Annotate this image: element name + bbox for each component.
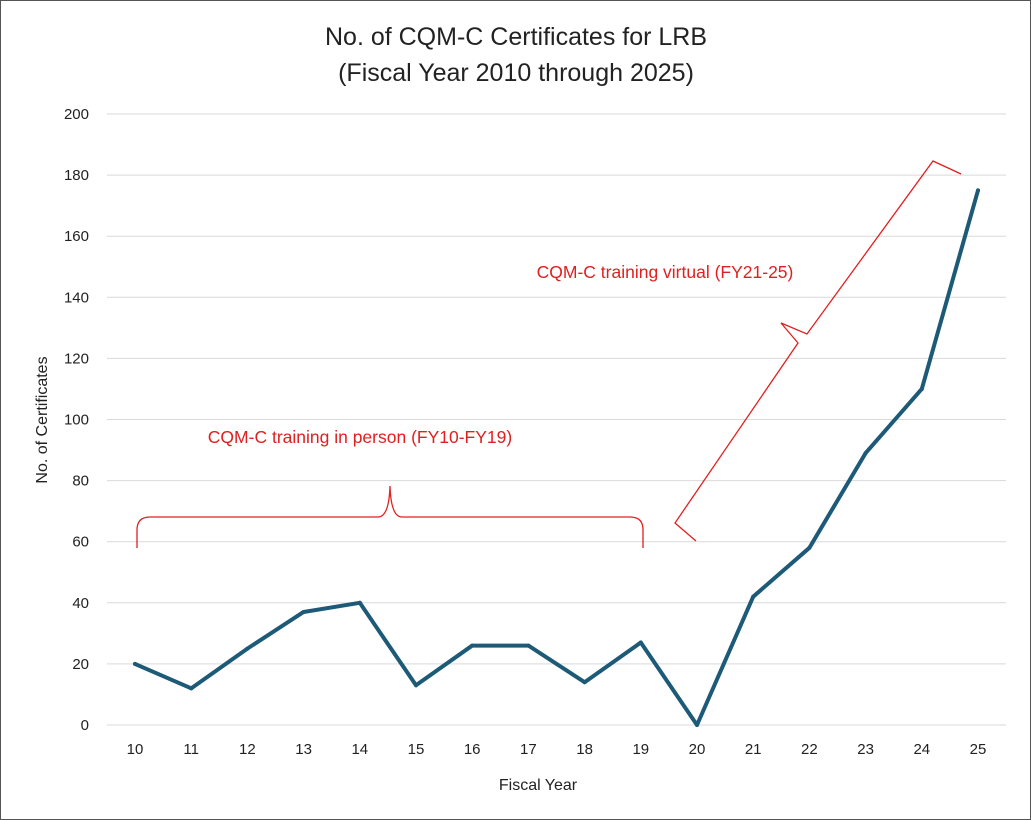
- x-tick-label: 25: [970, 741, 987, 758]
- data-point: [807, 545, 812, 550]
- data-point: [357, 600, 362, 605]
- y-tick-label: 20: [72, 656, 89, 673]
- y-tick-label: 160: [64, 228, 89, 245]
- virtual-brace: [674, 160, 962, 542]
- x-tick-label: 17: [520, 741, 537, 758]
- x-tick-label: 16: [464, 741, 481, 758]
- x-tick-label: 13: [295, 741, 312, 758]
- data-point: [414, 683, 418, 688]
- data-point: [976, 188, 980, 193]
- data-point: [695, 723, 699, 727]
- y-tick-label: 60: [72, 534, 89, 551]
- data-point: [582, 680, 587, 685]
- gridlines: [107, 113, 1006, 726]
- x-tick-label: 23: [857, 741, 874, 758]
- x-tick-label: 15: [408, 741, 425, 758]
- data-point: [863, 451, 868, 456]
- y-tick-label: 0: [81, 717, 89, 734]
- x-tick-label: 21: [745, 741, 762, 758]
- data-point: [919, 386, 924, 391]
- x-axis-ticks: 10 11 12 13 14 15 16 17 18 19 20 21 22 23 24 25: [127, 741, 987, 758]
- x-tick-label: 24: [913, 741, 930, 758]
- y-axis-ticks: 0 20 40 60 80 100 120 140 160 180 200: [64, 106, 89, 734]
- y-tick-label: 200: [64, 106, 89, 123]
- series-line: [133, 188, 980, 727]
- x-tick-label: 20: [689, 741, 706, 758]
- x-tick-label: 10: [127, 741, 144, 758]
- x-tick-label: 11: [183, 741, 199, 758]
- in-person-brace: [136, 485, 644, 548]
- x-axis-label: Fiscal Year: [499, 777, 578, 794]
- data-point: [526, 643, 531, 648]
- chart-title-line-1: No. of CQM-C Certificates for LRB: [325, 23, 707, 51]
- in-person-annotation: CQM-C training in person (FY10-FY19): [208, 427, 512, 447]
- y-tick-label: 140: [64, 289, 89, 306]
- y-tick-label: 180: [64, 167, 89, 184]
- data-point: [638, 640, 643, 645]
- y-tick-label: 100: [64, 412, 89, 429]
- y-tick-label: 120: [64, 350, 89, 367]
- x-tick-label: 12: [239, 741, 256, 758]
- data-point: [470, 643, 475, 648]
- data-point: [189, 686, 194, 691]
- series-group: [133, 188, 980, 727]
- y-tick-label: 40: [72, 595, 89, 612]
- data-point: [751, 594, 756, 599]
- x-tick-label: 22: [801, 741, 818, 758]
- x-tick-label: 18: [576, 741, 593, 758]
- x-tick-label: 14: [351, 741, 368, 758]
- data-point: [245, 646, 250, 651]
- y-axis-label: No. of Certificates: [34, 356, 51, 483]
- chart-title-line-2: (Fiscal Year 2010 through 2025): [338, 59, 694, 87]
- virtual-annotation: CQM-C training virtual (FY21-25): [537, 262, 794, 282]
- x-tick-label: 19: [632, 741, 649, 758]
- y-tick-label: 80: [72, 473, 89, 490]
- data-point: [301, 609, 306, 614]
- data-point: [133, 661, 137, 666]
